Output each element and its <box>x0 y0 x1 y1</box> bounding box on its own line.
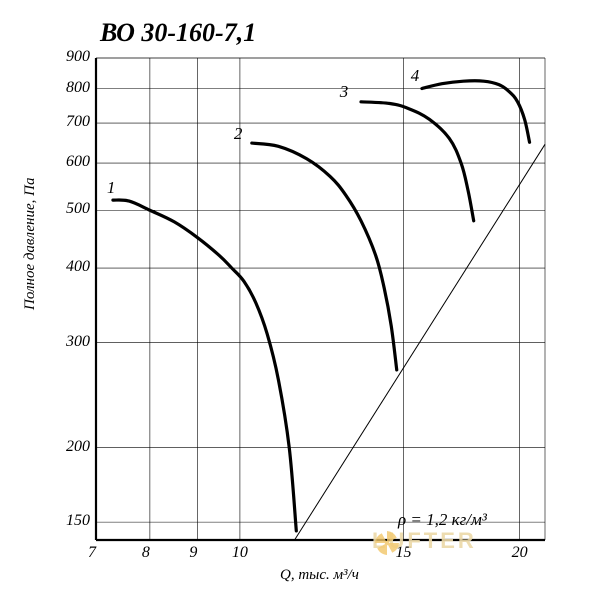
y-tick-label: 600 <box>50 153 90 171</box>
y-tick-label: 900 <box>50 48 90 66</box>
y-tick-label: 400 <box>50 258 90 276</box>
y-tick-label: 700 <box>50 113 90 131</box>
y-tick-label: 150 <box>50 512 90 530</box>
y-tick-label: 800 <box>50 79 90 97</box>
x-tick-label: 10 <box>232 544 248 562</box>
watermark: LUFTER <box>372 528 477 554</box>
y-tick-label: 300 <box>50 333 90 351</box>
curve-label-3: 3 <box>340 82 349 102</box>
fan-icon <box>372 528 402 558</box>
x-tick-label: 20 <box>512 544 528 562</box>
curve-label-1: 1 <box>107 178 116 198</box>
x-tick-label: 8 <box>142 544 150 562</box>
chart-container: { "chart": { "type": "line", "title": "В… <box>0 0 600 600</box>
x-tick-label: 7 <box>88 544 96 562</box>
curve-label-2: 2 <box>234 124 243 144</box>
y-tick-label: 500 <box>50 200 90 218</box>
density-annotation: ρ = 1,2 кг/м³ <box>398 510 487 530</box>
chart-plot <box>0 0 600 600</box>
chart-title: ВО 30-160-7,1 <box>100 18 256 48</box>
x-axis-label: Q, тыс. м³/ч <box>280 567 359 584</box>
x-tick-label: 9 <box>189 544 197 562</box>
curve-label-4: 4 <box>411 66 420 86</box>
y-axis-label: Полное давление, Па <box>22 178 39 310</box>
y-tick-label: 200 <box>50 438 90 456</box>
